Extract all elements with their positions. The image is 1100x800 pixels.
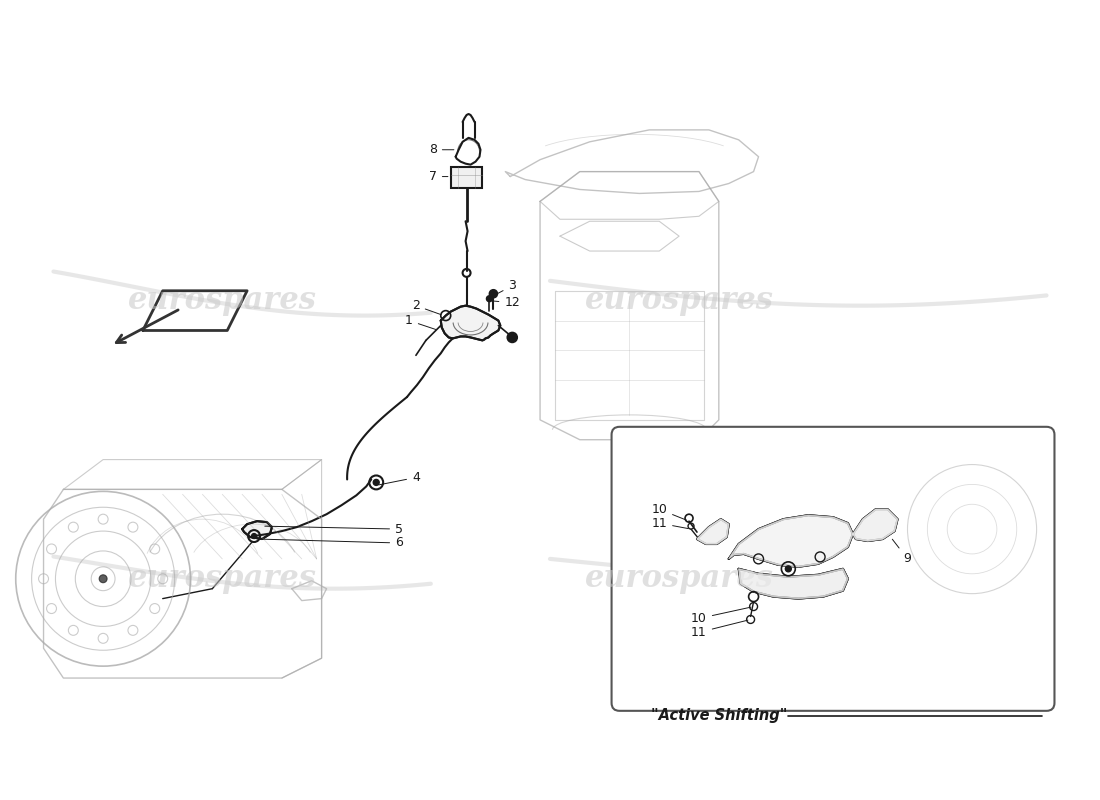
Circle shape	[785, 566, 791, 572]
Polygon shape	[852, 510, 898, 541]
Text: 4: 4	[378, 471, 420, 485]
Circle shape	[490, 290, 497, 298]
Circle shape	[486, 296, 493, 302]
Circle shape	[252, 534, 256, 538]
Text: 2: 2	[412, 299, 441, 314]
Text: 6: 6	[260, 537, 403, 550]
Text: 1: 1	[405, 314, 436, 330]
Circle shape	[373, 479, 380, 486]
Text: 3: 3	[496, 279, 516, 294]
Circle shape	[99, 574, 107, 582]
Text: 10: 10	[691, 607, 751, 625]
Text: eurospares: eurospares	[585, 563, 773, 594]
Polygon shape	[739, 569, 848, 598]
Text: eurospares: eurospares	[585, 285, 773, 316]
Text: "Active Shifting": "Active Shifting"	[650, 708, 786, 723]
Polygon shape	[242, 521, 272, 539]
Text: 9: 9	[892, 539, 912, 566]
Polygon shape	[441, 306, 500, 341]
Polygon shape	[728, 515, 852, 567]
Polygon shape	[697, 519, 728, 544]
Text: 11: 11	[651, 517, 689, 530]
Text: 12: 12	[492, 296, 520, 309]
FancyBboxPatch shape	[612, 427, 1055, 711]
Text: 10: 10	[651, 502, 686, 520]
Text: 11: 11	[691, 620, 748, 639]
Bar	[451, 166, 483, 189]
Text: 5: 5	[265, 522, 403, 535]
Text: 8: 8	[429, 143, 454, 156]
Text: 7: 7	[429, 170, 448, 183]
Circle shape	[507, 333, 517, 342]
Text: eurospares: eurospares	[128, 563, 317, 594]
Text: eurospares: eurospares	[128, 285, 317, 316]
